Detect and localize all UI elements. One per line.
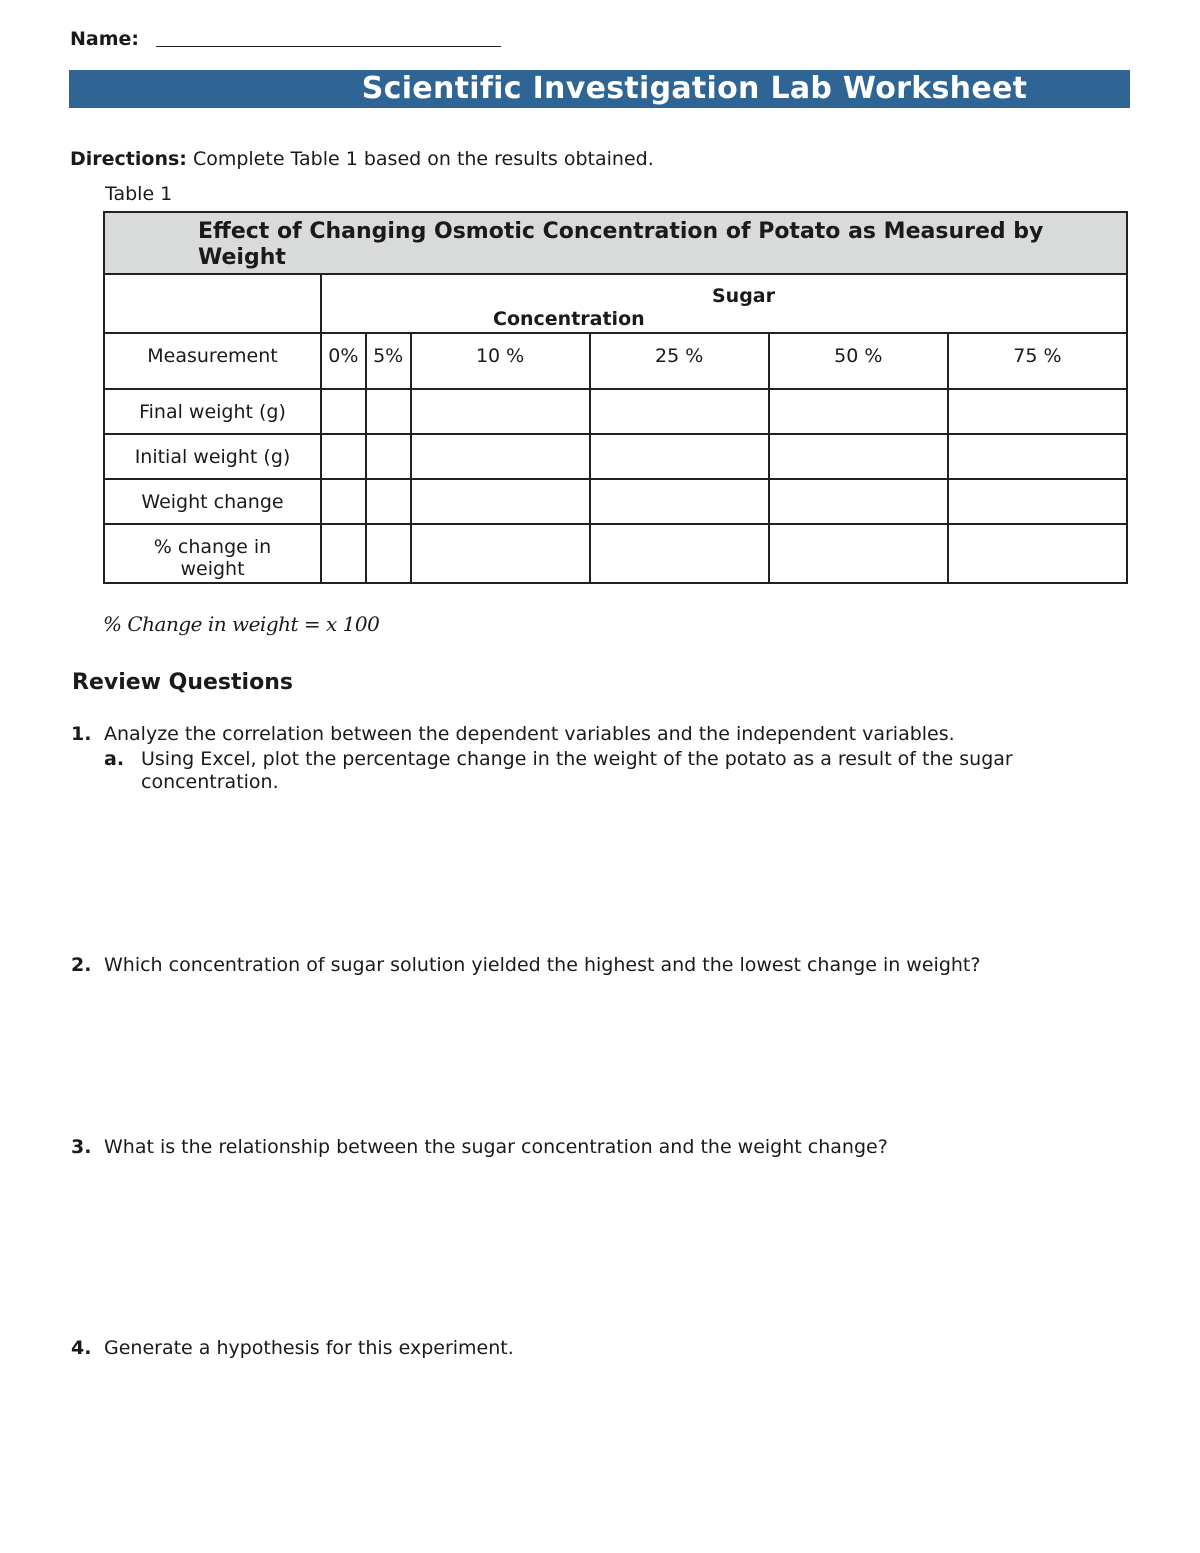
column-header: 25 % [588,332,770,390]
data-cell[interactable] [588,433,770,480]
column-header: 50 % [767,332,949,390]
column-header: 0% [320,332,367,390]
formula: % Change in weight = x 100 [103,612,380,636]
data-cell[interactable] [588,478,770,525]
row-label: Weight change [103,478,322,525]
column-header-row: Measurement 0% 5% 10 % 25 % 50 % 75 % [103,332,1129,390]
page-title: Scientific Investigation Lab Worksheet [361,71,1028,106]
question-number: 1. [71,723,92,745]
data-cell[interactable] [320,523,367,584]
table-row: % change in weight [103,523,1129,584]
question-number: a. [104,748,125,770]
data-cell[interactable] [946,433,1129,480]
column-header: 75 % [946,332,1129,390]
data-cell[interactable] [320,388,367,435]
question-text: Which concentration of sugar solution yi… [104,954,981,976]
group-header-concentration: Concentration [493,308,645,330]
directions: Directions: Complete Table 1 based on th… [70,148,654,170]
question-text: Generate a hypothesis for this experimen… [104,1337,514,1359]
empty-header-cell [103,273,322,334]
data-cell[interactable] [409,433,591,480]
directions-text: Complete Table 1 based on the results ob… [192,148,654,170]
table-row: Final weight (g) [103,388,1129,435]
data-cell[interactable] [364,433,412,480]
review-heading: Review Questions [72,670,293,695]
data-cell[interactable] [588,523,770,584]
row-label: Initial weight (g) [103,433,322,480]
data-cell[interactable] [767,388,949,435]
data-cell[interactable] [767,523,949,584]
question-text: Analyze the correlation between the depe… [104,723,955,745]
column-header: 10 % [409,332,591,390]
group-header-sugar: Sugar [712,285,776,307]
data-cell[interactable] [946,478,1129,525]
name-label: Name: [70,28,140,50]
table-row: Weight change [103,478,1129,525]
group-header: Sugar Concentration [320,273,1128,334]
question-number: 3. [71,1136,92,1158]
row-label: % change in weight [103,523,322,584]
data-cell[interactable] [946,388,1129,435]
question-text: What is the relationship between the sug… [104,1136,888,1158]
question-number: 4. [71,1337,92,1359]
data-cell[interactable] [767,478,949,525]
title-banner: Scientific Investigation Lab Worksheet [69,70,1130,108]
data-cell[interactable] [946,523,1129,584]
data-cell[interactable] [409,523,591,584]
results-table: Effect of Changing Osmotic Concentration… [103,211,1129,584]
question-number: 2. [71,954,92,976]
data-cell[interactable] [364,388,412,435]
data-cell[interactable] [320,433,367,480]
row-label: Final weight (g) [103,388,322,435]
column-header: Measurement [103,332,322,390]
name-field-line[interactable] [156,46,501,47]
data-cell[interactable] [588,388,770,435]
column-header: 5% [364,332,412,390]
data-cell[interactable] [364,478,412,525]
directions-label: Directions: [70,148,187,170]
data-cell[interactable] [409,478,591,525]
data-cell[interactable] [767,433,949,480]
question-text: Using Excel, plot the percentage change … [141,748,1013,793]
data-cell[interactable] [364,523,412,584]
table-row: Initial weight (g) [103,433,1129,480]
table-caption: Table 1 [105,183,173,205]
data-cell[interactable] [409,388,591,435]
table-title: Effect of Changing Osmotic Concentration… [103,211,1128,275]
data-cell[interactable] [320,478,367,525]
